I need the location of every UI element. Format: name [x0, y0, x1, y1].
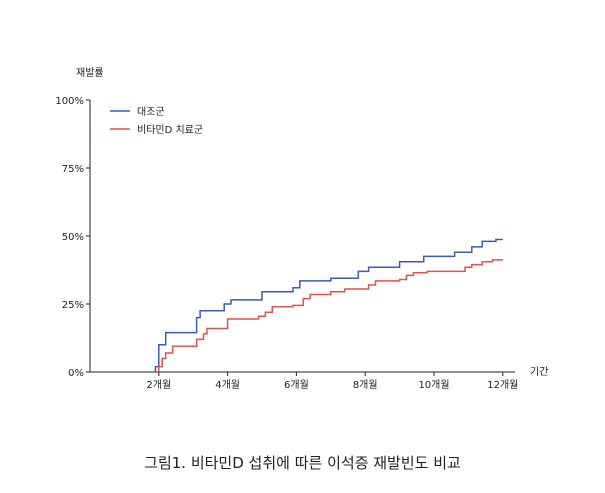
y-tick-label: 100% [55, 96, 84, 107]
y-tick-label: 25% [62, 300, 84, 311]
x-tick-label: 12개월 [487, 379, 518, 391]
figure-caption: 그림1. 비타민D 섭취에 따른 이석증 재발빈도 비교 [144, 454, 461, 472]
x-tick-label: 2개월 [146, 379, 171, 391]
x-axis-ticks: 2개월 4개월 6개월 8개월 10개월 12개월 [146, 372, 518, 391]
y-tick-label: 50% [62, 232, 84, 243]
y-tick-label: 75% [62, 164, 84, 175]
legend-label-control: 대조군 [137, 106, 165, 118]
series-line-vitamin-d [158, 259, 503, 372]
y-axis-title: 재발률 [76, 67, 104, 79]
recurrence-chart: 재발률 기간 0% 25% 50% 75% 100% 2개월 4개월 6개월 8개월 10개월 1… [55, 67, 548, 391]
series-layer [154, 238, 503, 372]
series-line-control [154, 238, 503, 372]
x-axis-title: 기간 [530, 366, 548, 378]
legend: 대조군 비타민D 치료군 [110, 106, 203, 136]
x-tick-label: 10개월 [418, 379, 449, 391]
y-axis-ticks: 0% 25% 50% 75% 100% [55, 96, 90, 379]
x-tick-label: 4개월 [215, 379, 240, 391]
x-tick-label: 8개월 [353, 379, 378, 391]
y-tick-label: 0% [68, 368, 84, 379]
x-tick-label: 6개월 [284, 379, 309, 391]
legend-label-vitamin-d: 비타민D 치료군 [137, 124, 203, 136]
